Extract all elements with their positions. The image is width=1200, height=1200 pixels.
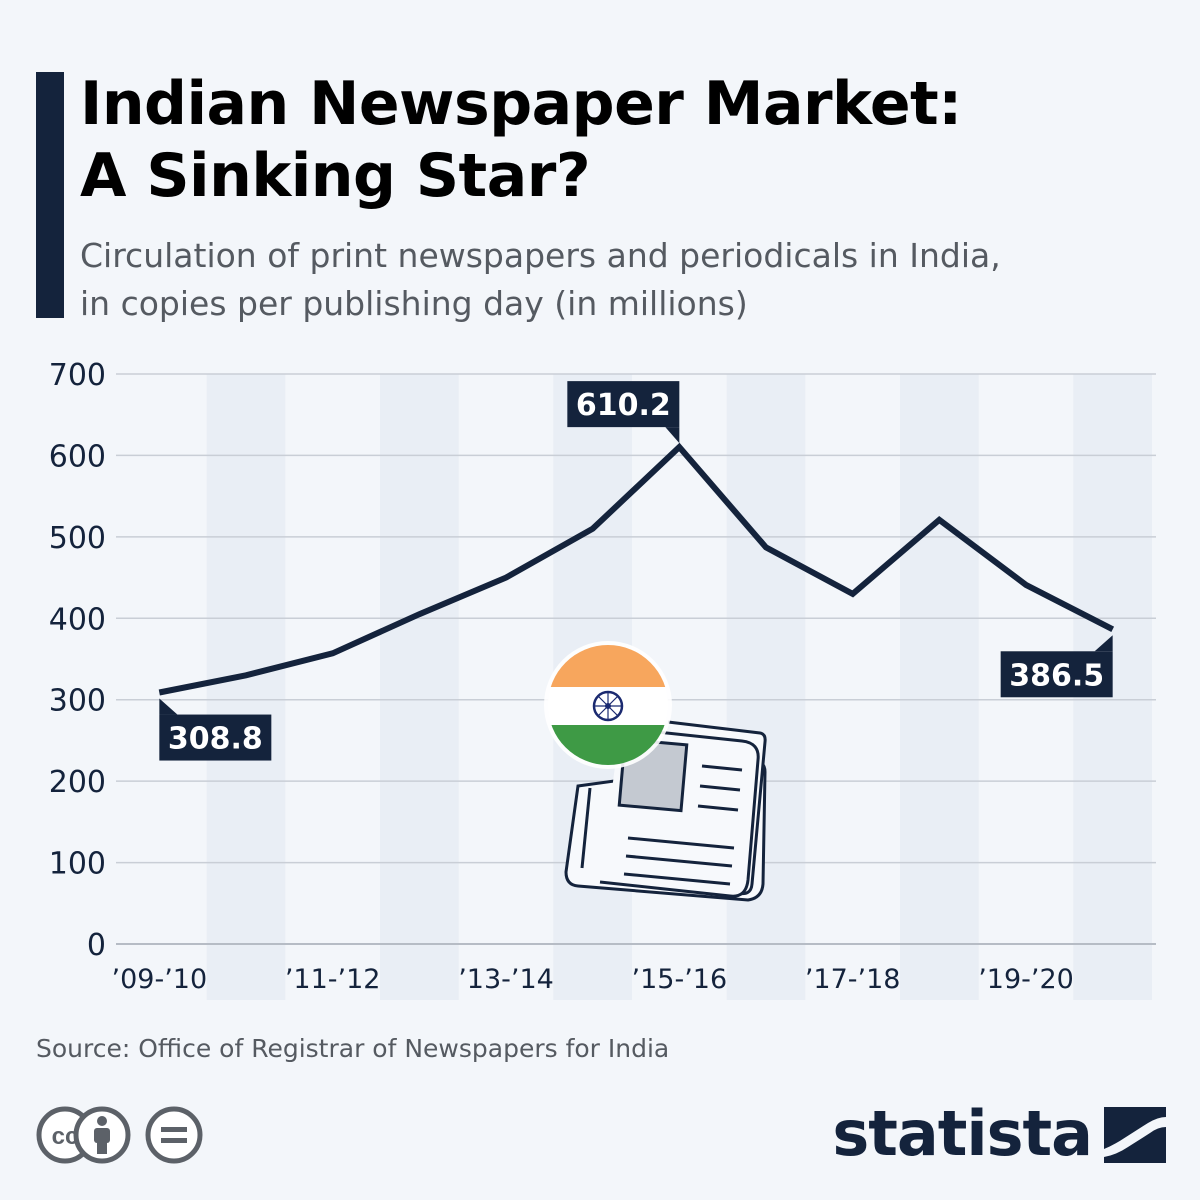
newspaper-icon: [564, 720, 767, 902]
title-accent-bar: [36, 72, 64, 318]
statista-logo-icon: [1104, 1107, 1166, 1163]
data-labels: 308.8 610.2 386.5: [159, 381, 1113, 761]
data-label: 610.2: [567, 381, 680, 444]
x-tick-label: ’19-’20: [978, 964, 1074, 995]
chart-title: Indian Newspaper Market: A Sinking Star?: [80, 68, 1160, 212]
x-axis-tick-labels: ’09-’10 ’11-’12 ’13-’14 ’15-’16 ’17-’18 ’19-’…: [112, 964, 1074, 995]
column-band: [206, 374, 286, 1000]
x-tick-label: ’11-’12: [285, 964, 381, 995]
y-tick-label: 100: [49, 847, 106, 882]
x-tick-label: ’13-’14: [458, 964, 554, 995]
x-tick-label: ’09-’10: [112, 964, 208, 995]
y-tick-label: 500: [49, 521, 106, 556]
y-tick-label: 700: [49, 358, 106, 393]
y-tick-label: 300: [49, 684, 106, 719]
data-label-pointer: [665, 427, 680, 444]
data-label: 386.5: [1000, 635, 1113, 698]
data-label-text: 386.5: [1009, 658, 1104, 693]
data-label-box: [159, 714, 272, 761]
x-tick-label: ’15-’16: [632, 964, 728, 995]
title-line-2: A Sinking Star?: [80, 141, 591, 211]
data-label-text: 308.8: [168, 722, 263, 757]
subtitle-line-2: in copies per publishing day (in million…: [80, 284, 748, 323]
y-tick-label: 600: [49, 439, 106, 474]
india-flag-icon: [544, 641, 672, 769]
subtitle-line-1: Circulation of print newspapers and peri…: [80, 236, 1001, 275]
data-label: 308.8: [159, 698, 272, 761]
x-tick-label: ’17-’18: [805, 964, 901, 995]
circulation-line: [158, 442, 1115, 696]
attribution-icon[interactable]: [73, 1106, 131, 1164]
license-icons: cc: [36, 1106, 203, 1164]
data-label-pointer: [1094, 635, 1113, 652]
column-band: [900, 374, 979, 1000]
column-band: [726, 374, 806, 1000]
data-label-box: [567, 381, 680, 428]
no-derivatives-icon[interactable]: [145, 1106, 203, 1164]
column-band: [380, 374, 459, 1000]
statista-logo[interactable]: statista: [832, 1098, 1166, 1170]
y-axis-tick-labels: 0 100 200 300 400 500 600 700: [49, 358, 106, 963]
line-chart: 0 100 200 300 400 500 600 700 ’09-’10 ’11-’12 ’13…: [49, 358, 1156, 1000]
brand-name: statista: [832, 1097, 1093, 1170]
source-note: Source: Office of Registrar of Newspaper…: [36, 1034, 670, 1063]
y-tick-label: 200: [49, 765, 106, 800]
data-label-pointer: [159, 698, 178, 715]
title-line-1: Indian Newspaper Market:: [80, 69, 962, 139]
y-tick-label: 400: [49, 602, 106, 637]
y-tick-label: 0: [87, 928, 106, 963]
data-label-text: 610.2: [576, 388, 671, 423]
chart-subtitle: Circulation of print newspapers and peri…: [80, 232, 1160, 328]
data-label-box: [1000, 651, 1113, 698]
